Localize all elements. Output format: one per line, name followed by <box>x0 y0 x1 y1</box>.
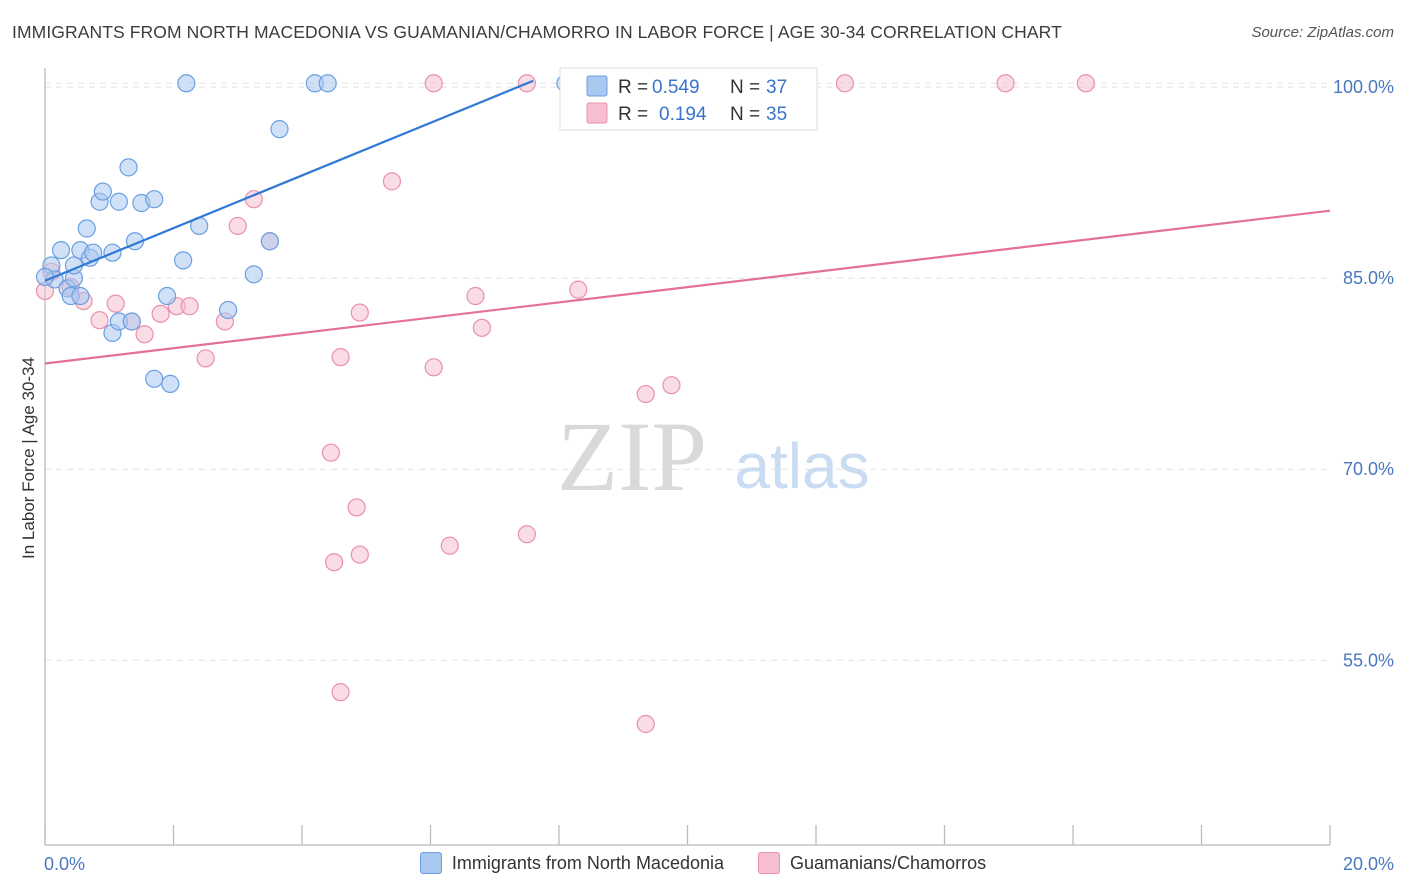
trend-line-north-macedonia <box>44 79 534 282</box>
point-guamanian <box>835 74 855 93</box>
point-guamanian <box>331 348 350 367</box>
point-north-macedonia <box>244 265 263 284</box>
point-north-macedonia <box>157 286 177 306</box>
point-guamanian <box>196 349 215 368</box>
legend-label-guamanians: Guamanians/Chamorros <box>790 852 987 873</box>
point-north-macedonia <box>219 300 238 320</box>
point-north-macedonia <box>122 312 141 331</box>
point-guamanian <box>321 443 341 462</box>
point-north-macedonia <box>174 251 193 270</box>
point-north-macedonia <box>161 374 180 393</box>
point-north-macedonia <box>77 219 96 238</box>
point-guamanian <box>228 216 247 236</box>
point-guamanian <box>350 545 369 564</box>
point-north-macedonia <box>119 158 138 177</box>
point-guamanian <box>662 376 681 395</box>
point-guamanian <box>569 280 588 299</box>
chart-title: IMMIGRANTS FROM NORTH MACEDONIA VS GUAMA… <box>12 22 1062 42</box>
legend-label-north-macedonia: Immigrants from North Macedonia <box>451 852 724 873</box>
legend-blue-r-value: 0.549 <box>652 77 700 98</box>
point-north-macedonia <box>145 190 164 209</box>
legend-swatch-pink <box>758 852 780 874</box>
point-north-macedonia <box>260 232 279 251</box>
point-guamanian <box>325 553 344 572</box>
point-guamanian <box>180 297 199 316</box>
point-guamanian <box>347 498 366 517</box>
watermark-atlas: atlas <box>734 430 869 502</box>
legend-blue-n-value: 37 <box>766 77 787 98</box>
series-legend: Immigrants from North Macedonia Guamania… <box>0 852 1406 874</box>
point-guamanian <box>636 384 655 404</box>
watermark-zip: ZIP <box>557 401 707 512</box>
x-tick-label: 0.0% <box>44 854 85 874</box>
axes <box>44 68 1331 846</box>
point-guamanian <box>424 358 443 377</box>
point-guamanian <box>466 286 485 306</box>
legend-blue-n-label: N = <box>730 77 760 98</box>
tick-labels: 55.0% 70.0% 85.0% 100.0% 0.0% 20.0% <box>44 77 1394 874</box>
point-guamanian <box>424 74 443 93</box>
gridlines <box>45 82 1330 661</box>
legend-pink-swatch <box>586 102 608 124</box>
legend-swatch-blue <box>419 852 442 874</box>
legend-pink-n-value: 35 <box>766 104 787 125</box>
legend-item-north-macedonia: Immigrants from North Macedonia <box>419 852 724 874</box>
legend-pink-r-value: 0.194 <box>659 104 707 125</box>
point-guamanian <box>382 172 402 191</box>
point-north-macedonia <box>270 120 289 139</box>
watermark: ZIP atlas <box>557 401 870 512</box>
point-guamanian <box>135 325 154 344</box>
trend-line-guamanians <box>44 209 1331 365</box>
legend-item-guamanians: Guamanians/Chamorros <box>758 852 986 874</box>
stats-legend: R = 0.549 N = 37 R = 0.194 N = 35 <box>559 67 818 131</box>
point-guamanian <box>1076 74 1095 93</box>
point-guamanian <box>517 525 536 544</box>
y-tick-label: 70.0% <box>1343 459 1394 479</box>
point-guamanian <box>440 536 459 555</box>
y-tick-label: 85.0% <box>1343 268 1394 288</box>
point-guamanian <box>636 714 655 734</box>
y-tick-label: 100.0% <box>1333 77 1394 97</box>
point-guamanian <box>331 683 350 702</box>
point-north-macedonia <box>109 192 128 211</box>
y-axis-title: In Labor Force | Age 30-34 <box>19 357 38 559</box>
point-guamanian <box>996 74 1015 93</box>
source-credit: Source: ZipAtlas.com <box>1251 24 1394 41</box>
point-north-macedonia <box>145 369 164 388</box>
point-guamanian <box>350 303 369 322</box>
series-north-macedonia-points <box>35 74 575 393</box>
point-north-macedonia <box>71 286 90 306</box>
point-north-macedonia <box>35 267 55 286</box>
trend-lines <box>44 79 1331 365</box>
legend-blue-swatch <box>586 75 608 97</box>
x-tick-label: 20.0% <box>1343 854 1394 874</box>
point-guamanian <box>151 304 170 323</box>
point-north-macedonia <box>177 74 196 93</box>
point-north-macedonia <box>51 241 71 260</box>
legend-pink-r-label: R = <box>618 104 648 125</box>
legend-blue-r-label: R = <box>618 77 648 98</box>
point-guamanian <box>106 294 125 313</box>
point-north-macedonia <box>93 182 112 201</box>
point-north-macedonia <box>318 74 337 93</box>
legend-pink-n-label: N = <box>730 104 760 125</box>
point-guamanian <box>472 318 491 337</box>
point-guamanian <box>90 311 109 330</box>
y-tick-label: 55.0% <box>1343 650 1394 670</box>
